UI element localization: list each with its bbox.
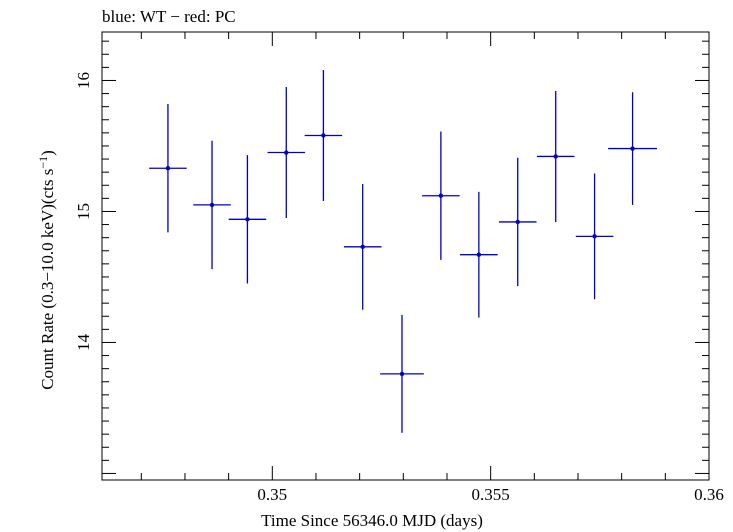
data-point-wt bbox=[304, 69, 343, 201]
x-axis-label: Time Since 56346.0 MJD (days) bbox=[261, 511, 483, 530]
point-marker bbox=[209, 202, 215, 208]
data-point-wt bbox=[536, 90, 575, 222]
data-point-wt bbox=[193, 140, 231, 270]
point-marker bbox=[515, 219, 520, 225]
data-points bbox=[149, 69, 658, 433]
data-point-wt bbox=[422, 131, 460, 260]
x-axis-ticks: 0.35 0.355 0.36 bbox=[140, 32, 724, 504]
point-marker bbox=[438, 193, 444, 198]
data-point-wt bbox=[343, 183, 382, 310]
point-marker bbox=[592, 234, 597, 239]
y-axis-label-main: Count Rate (0.3−10.0 keV)(cts s bbox=[38, 169, 57, 390]
data-point-wt bbox=[149, 104, 187, 233]
x-tick-label: 0.355 bbox=[472, 485, 510, 504]
y-tick-label: 16 bbox=[74, 72, 93, 89]
plot-frame bbox=[101, 31, 710, 481]
data-point-wt bbox=[267, 87, 306, 219]
y-tick-label: 15 bbox=[74, 203, 93, 220]
point-marker bbox=[360, 244, 365, 250]
point-marker bbox=[165, 166, 171, 171]
point-marker bbox=[553, 154, 558, 159]
y-axis-label-close: ) bbox=[38, 150, 57, 156]
x-tick-label: 0.35 bbox=[257, 485, 287, 504]
data-point-wt bbox=[608, 92, 658, 205]
point-marker bbox=[321, 133, 326, 138]
point-marker bbox=[476, 252, 482, 257]
y-axis-label-exponent: −1 bbox=[36, 156, 50, 169]
y-axis-label: Count Rate (0.3−10.0 keV)(cts s−1) bbox=[36, 150, 57, 390]
data-point-wt bbox=[380, 314, 424, 433]
point-marker bbox=[399, 371, 405, 377]
data-point-wt bbox=[498, 157, 537, 287]
point-marker bbox=[630, 146, 635, 151]
point-marker bbox=[284, 150, 289, 155]
data-point-wt bbox=[575, 173, 614, 300]
point-marker bbox=[245, 217, 250, 222]
data-point-wt bbox=[228, 155, 267, 284]
y-tick-label: 14 bbox=[74, 333, 93, 351]
y-axis-ticks: 14 15 16 bbox=[74, 40, 709, 474]
data-point-wt bbox=[460, 191, 498, 318]
chart-title: blue: WT − red: PC bbox=[102, 7, 236, 26]
x-tick-label: 0.36 bbox=[694, 485, 724, 504]
